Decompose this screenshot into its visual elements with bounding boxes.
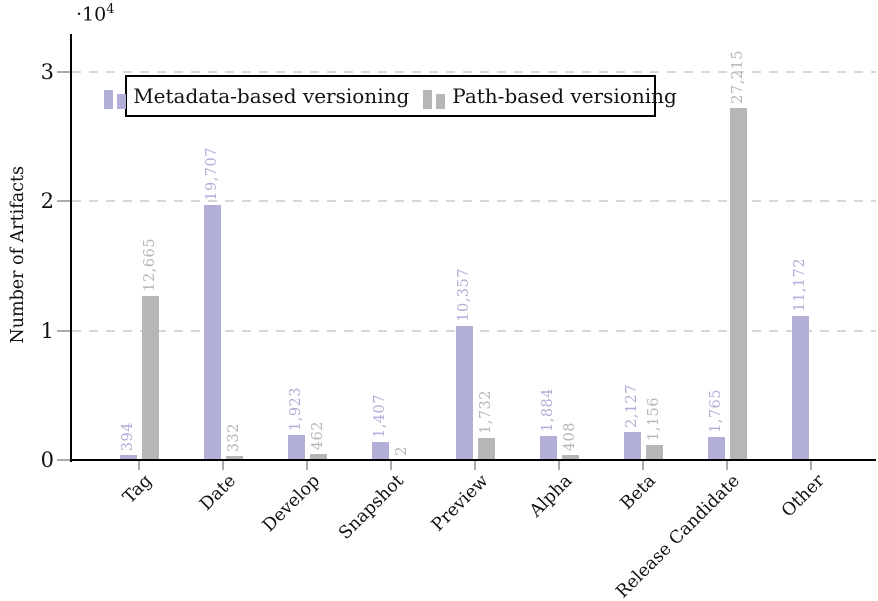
swatch-bar-icon bbox=[104, 89, 114, 109]
bar-value-metadata-alpha: 1,884 bbox=[540, 387, 556, 432]
legend-label-path: Path-based versioning bbox=[452, 84, 677, 108]
bar-metadata-date bbox=[203, 205, 221, 460]
y-exponent-power: 4 bbox=[106, 2, 115, 17]
bar-path-date bbox=[225, 455, 243, 460]
bar-value-path-alpha: 408 bbox=[562, 421, 578, 451]
bar-path-beta bbox=[645, 445, 663, 460]
x-label-snapshot: Snapshot bbox=[335, 471, 409, 544]
bar-metadata-preview bbox=[455, 326, 473, 460]
x-tick-beta bbox=[642, 461, 644, 470]
bar-value-path-preview: 1,732 bbox=[478, 389, 494, 434]
bar-metadata-develop bbox=[287, 435, 305, 460]
bar-value-metadata-develop: 1,923 bbox=[288, 387, 304, 432]
bar-value-metadata-date: 19,707 bbox=[204, 147, 220, 202]
x-label-develop: Develop bbox=[259, 471, 325, 537]
bar-metadata-beta bbox=[623, 432, 641, 460]
x-tick-release-candidate bbox=[726, 461, 728, 470]
x-tick-date bbox=[222, 461, 224, 470]
x-label-alpha: Alpha bbox=[525, 471, 577, 522]
gridline-30000 bbox=[72, 71, 876, 73]
y-tick-label-0: 0 bbox=[40, 448, 54, 472]
bar-path-tag bbox=[141, 296, 159, 460]
bar-value-path-develop: 462 bbox=[310, 420, 326, 451]
bar-value-metadata-release-candidate: 1,765 bbox=[708, 389, 724, 434]
swatch-bar-icon bbox=[423, 89, 433, 109]
gridline-20000 bbox=[72, 200, 876, 203]
bar-value-path-snapshot: 2 bbox=[394, 446, 410, 456]
y-tick-0 bbox=[57, 459, 71, 461]
x-label-date: Date bbox=[196, 471, 241, 515]
y-tick-label-3: 3 bbox=[40, 60, 54, 84]
x-tick-tag bbox=[138, 461, 140, 470]
x-tick-other bbox=[810, 461, 812, 470]
y-tick-3 bbox=[57, 71, 71, 73]
x-tick-alpha bbox=[558, 461, 560, 470]
bar-metadata-release-candidate bbox=[707, 437, 725, 460]
bar-metadata-other bbox=[791, 315, 809, 460]
bar-path-release-candidate bbox=[729, 108, 747, 460]
y-exponent-mantissa: ·10 bbox=[76, 3, 107, 26]
x-label-tag: Tag bbox=[119, 471, 157, 508]
path-series-swatch-icon bbox=[423, 89, 446, 109]
y-tick-label-1: 1 bbox=[40, 318, 54, 343]
swatch-bar-icon bbox=[117, 93, 127, 109]
bar-value-metadata-tag: 394 bbox=[120, 421, 136, 451]
bar-value-path-release-candidate: 27,215 bbox=[730, 50, 746, 105]
x-tick-preview bbox=[474, 461, 476, 470]
bar-metadata-snapshot bbox=[371, 441, 389, 460]
metadata-series-swatch-icon bbox=[104, 89, 127, 109]
bar-value-metadata-snapshot: 1,407 bbox=[372, 393, 388, 438]
y-tick-1 bbox=[57, 329, 71, 332]
gridline-10000 bbox=[72, 329, 876, 332]
bar-value-path-tag: 12,665 bbox=[142, 238, 158, 293]
swatch-bar-icon bbox=[436, 93, 446, 109]
x-tick-develop bbox=[306, 461, 308, 470]
bar-metadata-tag bbox=[119, 454, 137, 460]
y-axis-exponent-label: ·104 bbox=[76, 2, 115, 25]
bar-metadata-alpha bbox=[539, 435, 557, 460]
bar-value-metadata-beta: 2,127 bbox=[624, 384, 640, 429]
bar-value-metadata-preview: 10,357 bbox=[456, 268, 472, 323]
x-axis-line bbox=[70, 459, 876, 461]
x-label-other: Other bbox=[777, 471, 829, 522]
y-tick-2 bbox=[57, 200, 71, 203]
y-tick-label-2: 2 bbox=[40, 189, 54, 214]
x-label-beta: Beta bbox=[617, 471, 661, 514]
bar-path-preview bbox=[477, 437, 495, 460]
legend-entry-metadata: Metadata-based versioning bbox=[104, 84, 410, 109]
legend: Metadata-based versioning Path-based ver… bbox=[104, 75, 677, 117]
x-tick-snapshot bbox=[390, 461, 392, 470]
bar-path-alpha bbox=[561, 454, 579, 460]
bar-value-path-beta: 1,156 bbox=[646, 397, 662, 442]
bar-value-path-date: 332 bbox=[226, 422, 242, 452]
bar-path-develop bbox=[309, 454, 327, 460]
x-label-preview: Preview bbox=[427, 471, 493, 536]
legend-entry-path: Path-based versioning bbox=[423, 84, 677, 109]
y-axis-line bbox=[70, 34, 72, 462]
bar-value-metadata-other: 11,172 bbox=[792, 257, 808, 312]
legend-label-metadata: Metadata-based versioning bbox=[133, 84, 410, 108]
